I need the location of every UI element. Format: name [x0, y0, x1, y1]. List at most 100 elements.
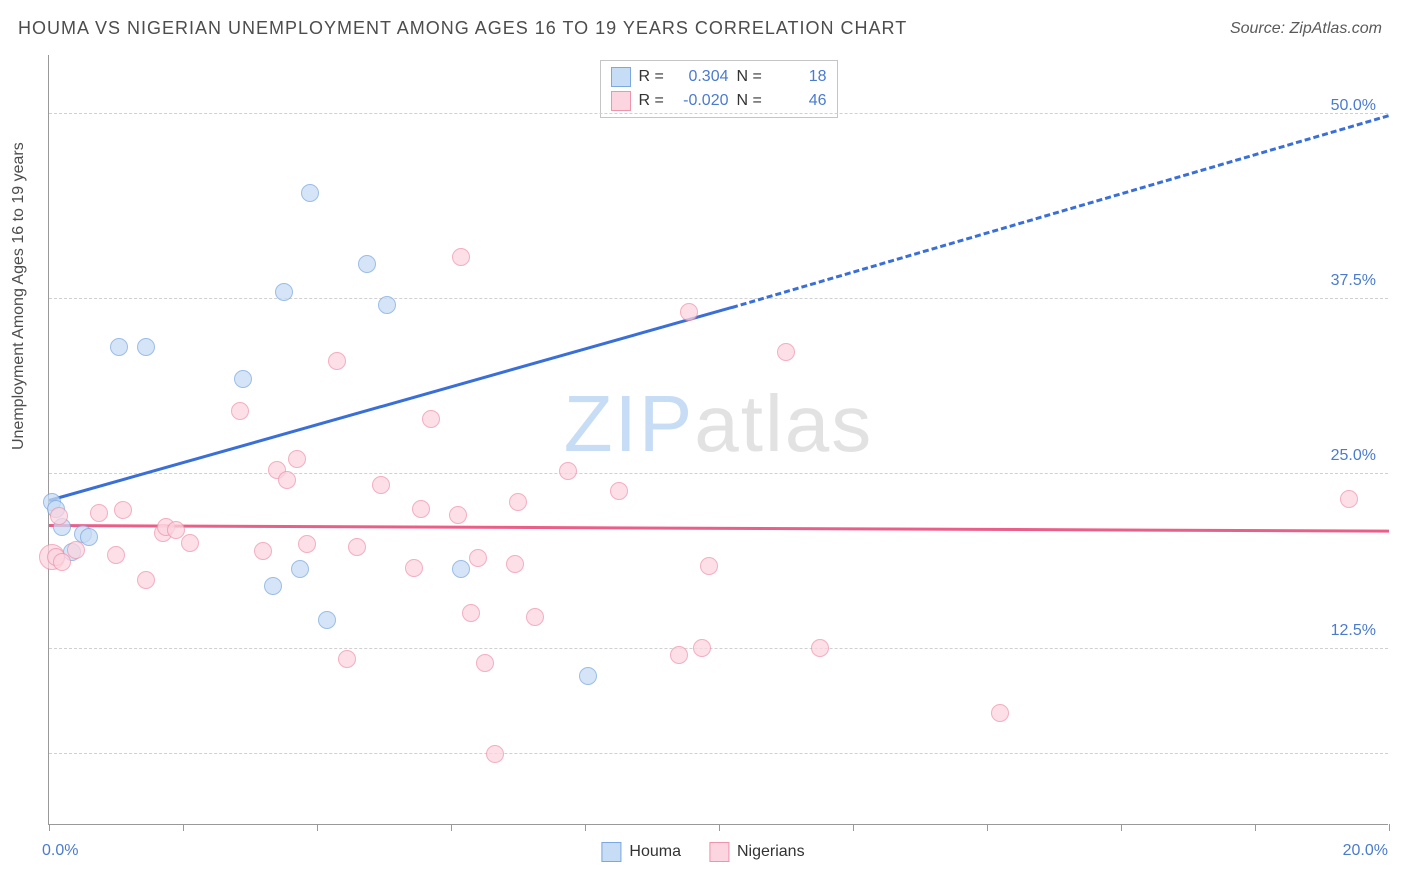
- y-tick-label: 25.0%: [1331, 447, 1376, 465]
- r-value: 0.304: [675, 68, 729, 86]
- data-point: [378, 296, 396, 314]
- x-tick: [1121, 824, 1122, 831]
- watermark-zip: ZIP: [564, 379, 694, 468]
- data-point: [291, 560, 309, 578]
- gridline: [49, 753, 1388, 754]
- r-value: -0.020: [675, 92, 729, 110]
- data-point: [680, 303, 698, 321]
- r-label: R =: [639, 92, 667, 110]
- x-tick: [451, 824, 452, 831]
- data-point: [231, 402, 249, 420]
- x-axis-min-label: 0.0%: [42, 842, 78, 860]
- data-point: [318, 611, 336, 629]
- x-tick: [1389, 824, 1390, 831]
- y-tick-label: 50.0%: [1331, 97, 1376, 115]
- data-point: [412, 500, 430, 518]
- n-value: 18: [773, 68, 827, 86]
- n-label: N =: [737, 92, 765, 110]
- x-tick: [1255, 824, 1256, 831]
- data-point: [348, 538, 366, 556]
- x-tick: [317, 824, 318, 831]
- data-point: [452, 560, 470, 578]
- trend-line: [49, 524, 1389, 533]
- gridline: [49, 473, 1388, 474]
- data-point: [579, 667, 597, 685]
- legend-label: Nigerians: [737, 843, 805, 861]
- data-point: [693, 639, 711, 657]
- x-axis-max-label: 20.0%: [1343, 842, 1388, 860]
- x-tick: [853, 824, 854, 831]
- gridline: [49, 298, 1388, 299]
- data-point: [288, 450, 306, 468]
- data-point: [301, 184, 319, 202]
- data-point: [114, 501, 132, 519]
- watermark: ZIPatlas: [564, 378, 873, 470]
- data-point: [278, 471, 296, 489]
- data-point: [67, 541, 85, 559]
- chart-source: Source: ZipAtlas.com: [1230, 20, 1382, 38]
- data-point: [264, 577, 282, 595]
- legend-swatch: [611, 67, 631, 87]
- r-label: R =: [639, 68, 667, 86]
- data-point: [50, 507, 68, 525]
- x-tick: [719, 824, 720, 831]
- legend-swatch: [601, 842, 621, 862]
- plot-area: ZIPatlas R = 0.304 N = 18 R = -0.020 N = 46 12.…: [48, 55, 1388, 825]
- data-point: [991, 704, 1009, 722]
- data-point: [275, 283, 293, 301]
- data-point: [509, 493, 527, 511]
- data-point: [462, 604, 480, 622]
- n-value: 46: [773, 92, 827, 110]
- data-point: [110, 338, 128, 356]
- gridline: [49, 648, 1388, 649]
- data-point: [107, 546, 125, 564]
- watermark-atlas: atlas: [694, 379, 873, 468]
- chart-title: HOUMA VS NIGERIAN UNEMPLOYMENT AMONG AGE…: [18, 18, 907, 39]
- gridline: [49, 113, 1388, 114]
- stats-box: R = 0.304 N = 18 R = -0.020 N = 46: [600, 60, 838, 118]
- data-point: [610, 482, 628, 500]
- data-point: [469, 549, 487, 567]
- data-point: [700, 557, 718, 575]
- y-axis-label: Unemployment Among Ages 16 to 19 years: [10, 142, 28, 450]
- y-tick-label: 12.5%: [1331, 622, 1376, 640]
- data-point: [405, 559, 423, 577]
- data-point: [234, 370, 252, 388]
- data-point: [486, 745, 504, 763]
- data-point: [254, 542, 272, 560]
- x-tick: [183, 824, 184, 831]
- data-point: [670, 646, 688, 664]
- x-tick: [585, 824, 586, 831]
- trend-line-dashed: [732, 114, 1389, 309]
- legend-item: Houma: [601, 842, 681, 862]
- legend-swatch: [611, 91, 631, 111]
- legend-swatch: [709, 842, 729, 862]
- data-point: [358, 255, 376, 273]
- data-point: [372, 476, 390, 494]
- data-point: [90, 504, 108, 522]
- bottom-legend: Houma Nigerians: [601, 842, 804, 862]
- stats-row: R = 0.304 N = 18: [611, 65, 827, 89]
- data-point: [449, 506, 467, 524]
- data-point: [452, 248, 470, 266]
- data-point: [338, 650, 356, 668]
- y-tick-label: 37.5%: [1331, 272, 1376, 290]
- data-point: [137, 571, 155, 589]
- data-point: [422, 410, 440, 428]
- x-tick: [987, 824, 988, 831]
- data-point: [559, 462, 577, 480]
- data-point: [476, 654, 494, 672]
- data-point: [777, 343, 795, 361]
- data-point: [137, 338, 155, 356]
- data-point: [526, 608, 544, 626]
- legend-item: Nigerians: [709, 842, 805, 862]
- n-label: N =: [737, 68, 765, 86]
- data-point: [811, 639, 829, 657]
- data-point: [298, 535, 316, 553]
- stats-row: R = -0.020 N = 46: [611, 89, 827, 113]
- data-point: [506, 555, 524, 573]
- x-tick: [49, 824, 50, 831]
- legend-label: Houma: [629, 843, 681, 861]
- data-point: [328, 352, 346, 370]
- data-point: [1340, 490, 1358, 508]
